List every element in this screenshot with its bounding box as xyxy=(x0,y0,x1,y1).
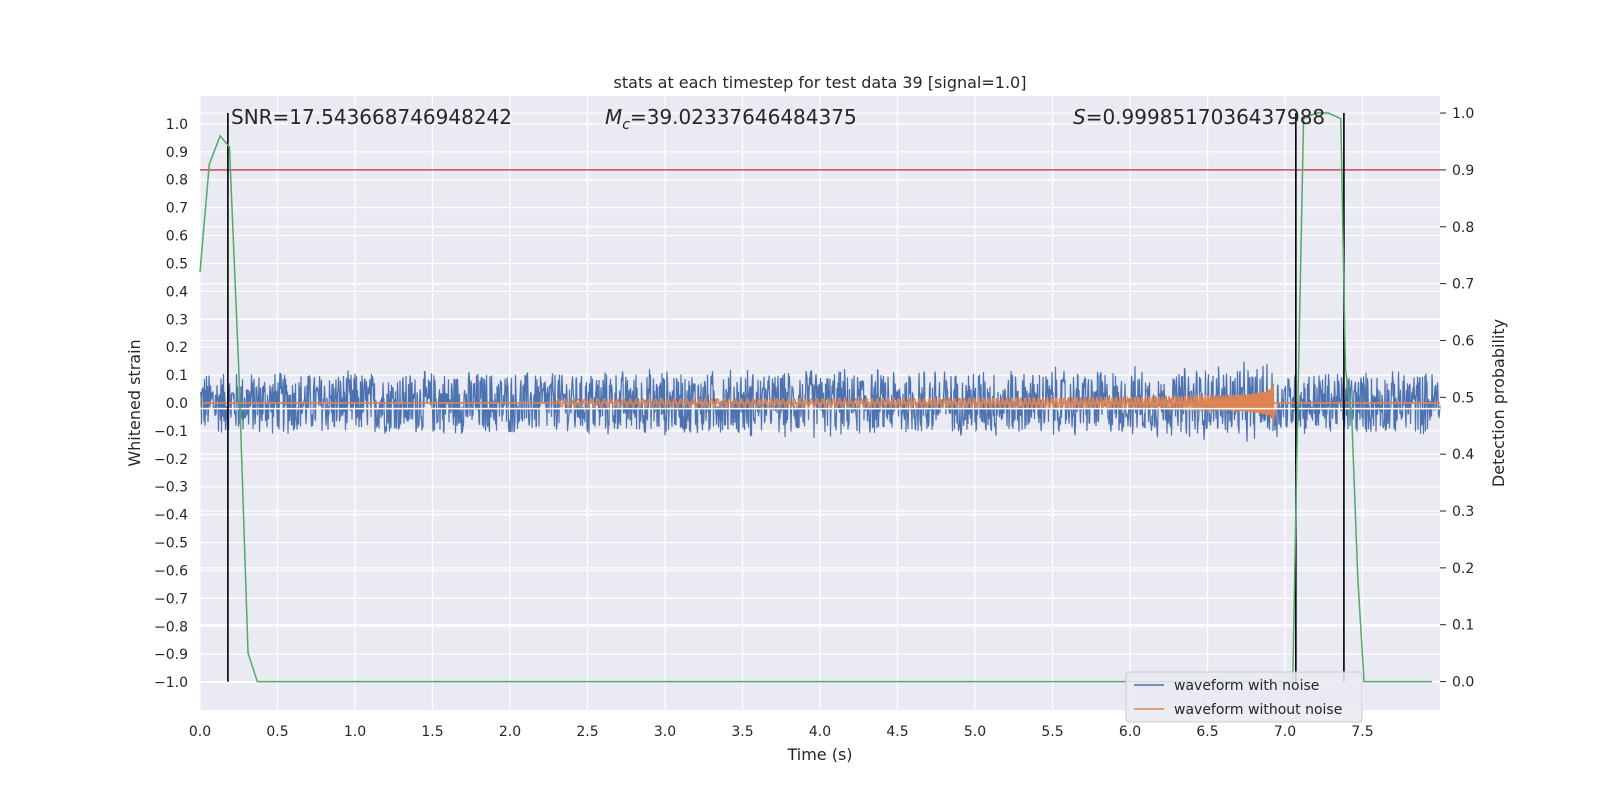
x-tick-label: 7.0 xyxy=(1274,724,1296,740)
y2-tick-label: 0.5 xyxy=(1452,390,1474,406)
x-tick-label: 1.5 xyxy=(421,724,443,740)
chirp-mass-annotation: Mc=39.02337646484375 xyxy=(605,105,857,133)
chirp-mass-value: =39.02337646484375 xyxy=(630,105,857,129)
legend-box xyxy=(1125,671,1363,723)
y2-tick-label: 0.1 xyxy=(1452,618,1474,634)
y-tick-label: 0.5 xyxy=(166,256,188,272)
chirp-mass-symbol: M xyxy=(605,105,622,129)
y-tick-label: 0.3 xyxy=(166,312,188,328)
x-axis-label: Time (s) xyxy=(786,745,852,764)
x-tick-label: 4.5 xyxy=(886,724,908,740)
y-tick-label: −0.3 xyxy=(154,480,188,496)
snr-annotation: SNR=17.543668746948242 xyxy=(231,105,512,129)
y2-tick-label: 0.9 xyxy=(1452,163,1474,179)
x-tick-label: 7.5 xyxy=(1351,724,1373,740)
x-tick-label: 1.0 xyxy=(344,724,366,740)
vertical-markers xyxy=(227,113,1345,682)
x-tick-label: 4.0 xyxy=(809,724,831,740)
y-tick-label: 0.9 xyxy=(166,145,188,161)
score-annotation: S=0.9998517036437988 xyxy=(1073,105,1325,129)
y-tick-label: −0.7 xyxy=(154,591,188,607)
y-tick-label: 0.8 xyxy=(166,173,188,189)
y-tick-label: 0.2 xyxy=(166,340,188,356)
y2-axis-label: Detection probability xyxy=(1489,319,1508,487)
x-tick-label: 3.0 xyxy=(654,724,676,740)
y-tick-label: −0.5 xyxy=(154,536,188,552)
legend-label-noise: waveform with noise xyxy=(1174,678,1319,694)
y-tick-label: 0.1 xyxy=(166,368,188,384)
y-tick-label: 0.7 xyxy=(166,201,188,217)
x-tick-label: 2.5 xyxy=(576,724,598,740)
x-tick-label: 5.0 xyxy=(964,724,986,740)
y2-tick-label: 0.2 xyxy=(1452,561,1474,577)
x-tick-label: 6.0 xyxy=(1119,724,1141,740)
x-axis-ticks: 0.0 0.5 1.0 1.5 2.0 2.5 3.0 3.5 4.0 4.5 5.0 5.5 6.0 6… xyxy=(189,724,1374,740)
legend: waveform with noise waveform without noi… xyxy=(1125,671,1363,723)
x-tick-label: 0.5 xyxy=(266,724,288,740)
y-tick-label: 0.4 xyxy=(166,284,188,300)
y2-tick-label: 0.4 xyxy=(1452,447,1474,463)
y2-tick-label: 0.3 xyxy=(1452,504,1474,520)
y-tick-label: 0.6 xyxy=(166,229,188,245)
x-tick-label: 0.0 xyxy=(189,724,211,740)
x-tick-label: 5.5 xyxy=(1041,724,1063,740)
y-tick-label: 1.0 xyxy=(166,117,188,133)
y-axis-ticks: 1.0 0.9 0.8 0.7 0.6 0.5 0.4 0.3 0.2 0.1 0.0 −0.1 −0.… xyxy=(154,117,188,691)
x-tick-label: 3.5 xyxy=(731,724,753,740)
chirp-mass-subscript: c xyxy=(622,117,630,133)
y-tick-label: −0.1 xyxy=(154,424,188,440)
y2-tick-label: 0.8 xyxy=(1452,220,1474,236)
y2-tick-label: 0.7 xyxy=(1452,277,1474,293)
x-tick-label: 6.5 xyxy=(1196,724,1218,740)
y-tick-label: 0.0 xyxy=(166,396,188,412)
y-tick-label: −1.0 xyxy=(154,675,188,691)
x-tick-label: 2.0 xyxy=(499,724,521,740)
chart-title: stats at each timestep for test data 39 … xyxy=(614,73,1027,92)
y-tick-label: −0.6 xyxy=(154,563,188,579)
legend-label-clean: waveform without noise xyxy=(1174,702,1342,718)
y-tick-label: −0.2 xyxy=(154,452,188,468)
series-waveform-with-noise xyxy=(199,361,1441,442)
y-tick-label: −0.4 xyxy=(154,508,188,524)
y2-tick-label: 1.0 xyxy=(1452,106,1474,122)
y2-axis-ticks: 1.0 0.9 0.8 0.7 0.6 0.5 0.4 0.3 0.2 0.1 0.0 xyxy=(1440,106,1474,691)
y-tick-label: −0.8 xyxy=(154,619,188,635)
score-symbol: S xyxy=(1073,105,1086,129)
score-value: =0.9998517036437988 xyxy=(1086,105,1325,129)
y-axis-label: Whitened strain xyxy=(125,339,144,466)
y2-tick-label: 0.0 xyxy=(1452,675,1474,691)
y2-tick-label: 0.6 xyxy=(1452,333,1474,349)
y-tick-label: −0.9 xyxy=(154,647,188,663)
